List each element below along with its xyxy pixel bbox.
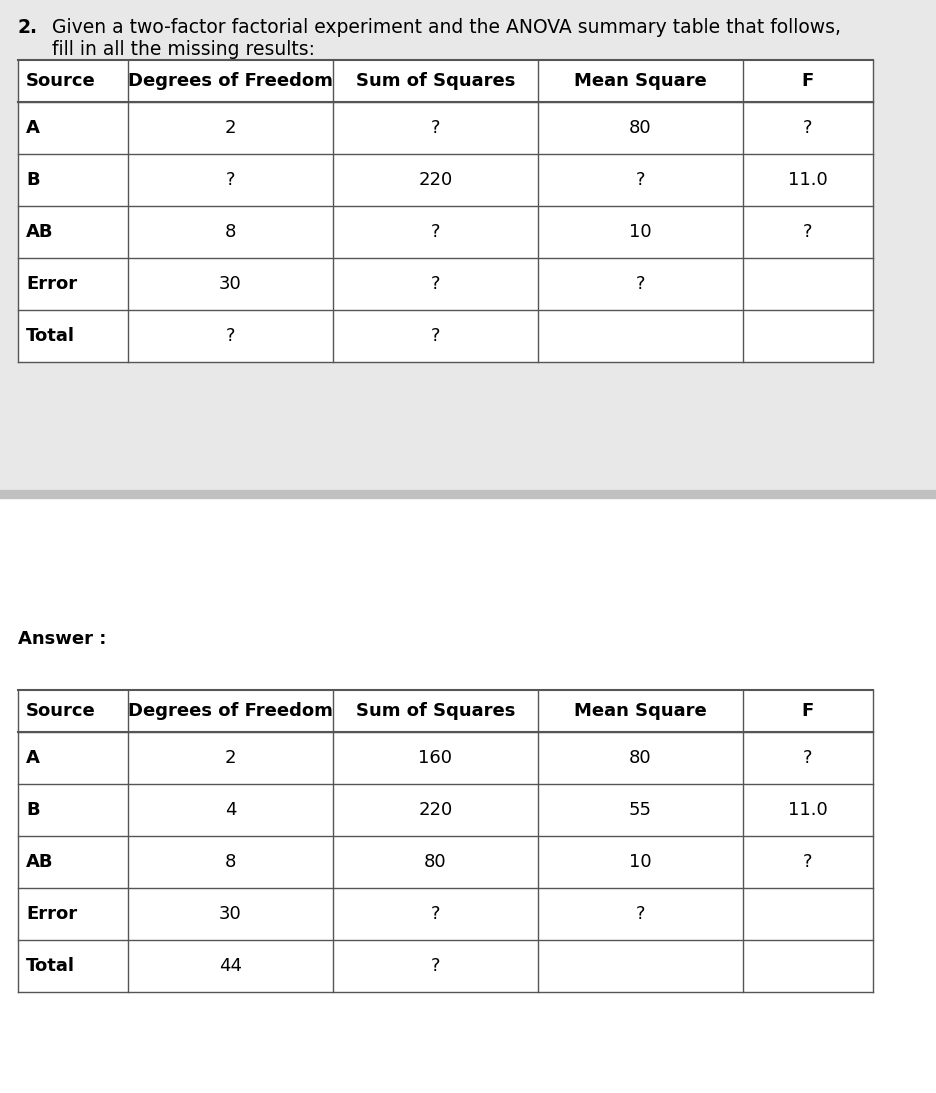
Text: 220: 220 — [418, 171, 452, 189]
Text: ?: ? — [802, 119, 812, 137]
Text: 8: 8 — [225, 223, 236, 240]
Text: ?: ? — [802, 223, 812, 240]
Text: ?: ? — [431, 223, 440, 240]
Text: Source: Source — [26, 702, 95, 720]
Text: 80: 80 — [628, 749, 651, 767]
Text: Answer :: Answer : — [18, 630, 107, 648]
Text: ?: ? — [802, 749, 812, 767]
Text: 30: 30 — [219, 905, 241, 922]
Text: 220: 220 — [418, 801, 452, 819]
Text: 2: 2 — [225, 749, 236, 767]
Text: 160: 160 — [418, 749, 452, 767]
Text: ?: ? — [431, 905, 440, 922]
Text: 2.: 2. — [18, 17, 38, 37]
Text: Error: Error — [26, 905, 77, 922]
Bar — [18, 690, 872, 992]
Text: Mean Square: Mean Square — [574, 702, 706, 720]
Text: A: A — [26, 119, 40, 137]
Text: A: A — [26, 749, 40, 767]
Bar — [0, 490, 936, 1093]
Text: Error: Error — [26, 275, 77, 293]
Text: B: B — [26, 801, 39, 819]
Text: 8: 8 — [225, 853, 236, 871]
Text: 2: 2 — [225, 119, 236, 137]
Text: 4: 4 — [225, 801, 236, 819]
Text: 30: 30 — [219, 275, 241, 293]
Text: AB: AB — [26, 223, 53, 240]
Text: ?: ? — [226, 171, 235, 189]
Text: Degrees of Freedom: Degrees of Freedom — [128, 72, 332, 90]
Text: fill in all the missing results:: fill in all the missing results: — [51, 40, 314, 59]
Text: 44: 44 — [219, 957, 241, 975]
Text: F: F — [801, 702, 813, 720]
Text: 80: 80 — [424, 853, 446, 871]
Text: 10: 10 — [628, 223, 651, 240]
Text: ?: ? — [226, 327, 235, 345]
Text: ?: ? — [635, 275, 645, 293]
Text: ?: ? — [431, 957, 440, 975]
Bar — [18, 60, 872, 362]
Text: Mean Square: Mean Square — [574, 72, 706, 90]
Text: Sum of Squares: Sum of Squares — [356, 702, 515, 720]
Bar — [0, 490, 936, 498]
Text: ?: ? — [431, 275, 440, 293]
Text: Sum of Squares: Sum of Squares — [356, 72, 515, 90]
Text: ?: ? — [431, 327, 440, 345]
Text: 80: 80 — [628, 119, 651, 137]
Text: Degrees of Freedom: Degrees of Freedom — [128, 702, 332, 720]
Text: ?: ? — [635, 905, 645, 922]
Text: Total: Total — [26, 327, 75, 345]
Text: Given a two-factor factorial experiment and the ANOVA summary table that follows: Given a two-factor factorial experiment … — [51, 17, 841, 37]
Text: Source: Source — [26, 72, 95, 90]
Text: 55: 55 — [628, 801, 651, 819]
Bar — [0, 0, 936, 490]
Text: F: F — [801, 72, 813, 90]
Text: ?: ? — [635, 171, 645, 189]
Text: Total: Total — [26, 957, 75, 975]
Text: ?: ? — [431, 119, 440, 137]
Text: 11.0: 11.0 — [787, 801, 827, 819]
Text: B: B — [26, 171, 39, 189]
Text: AB: AB — [26, 853, 53, 871]
Text: 11.0: 11.0 — [787, 171, 827, 189]
Text: 10: 10 — [628, 853, 651, 871]
Text: ?: ? — [802, 853, 812, 871]
